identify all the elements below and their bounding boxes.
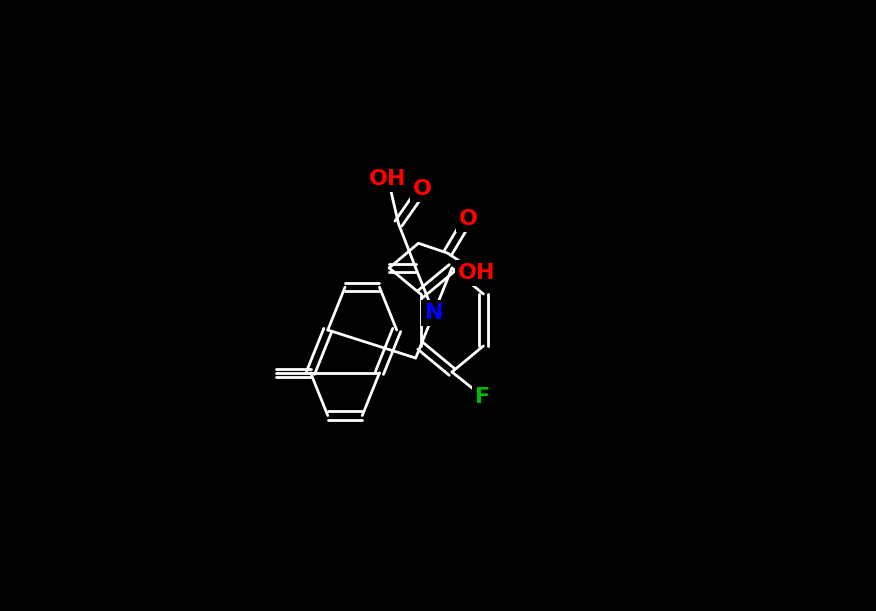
Text: F: F <box>476 387 491 407</box>
Text: O: O <box>413 179 432 199</box>
Text: OH: OH <box>458 263 496 283</box>
Text: O: O <box>459 208 478 229</box>
Text: OH: OH <box>370 169 406 189</box>
Text: N: N <box>425 303 443 323</box>
